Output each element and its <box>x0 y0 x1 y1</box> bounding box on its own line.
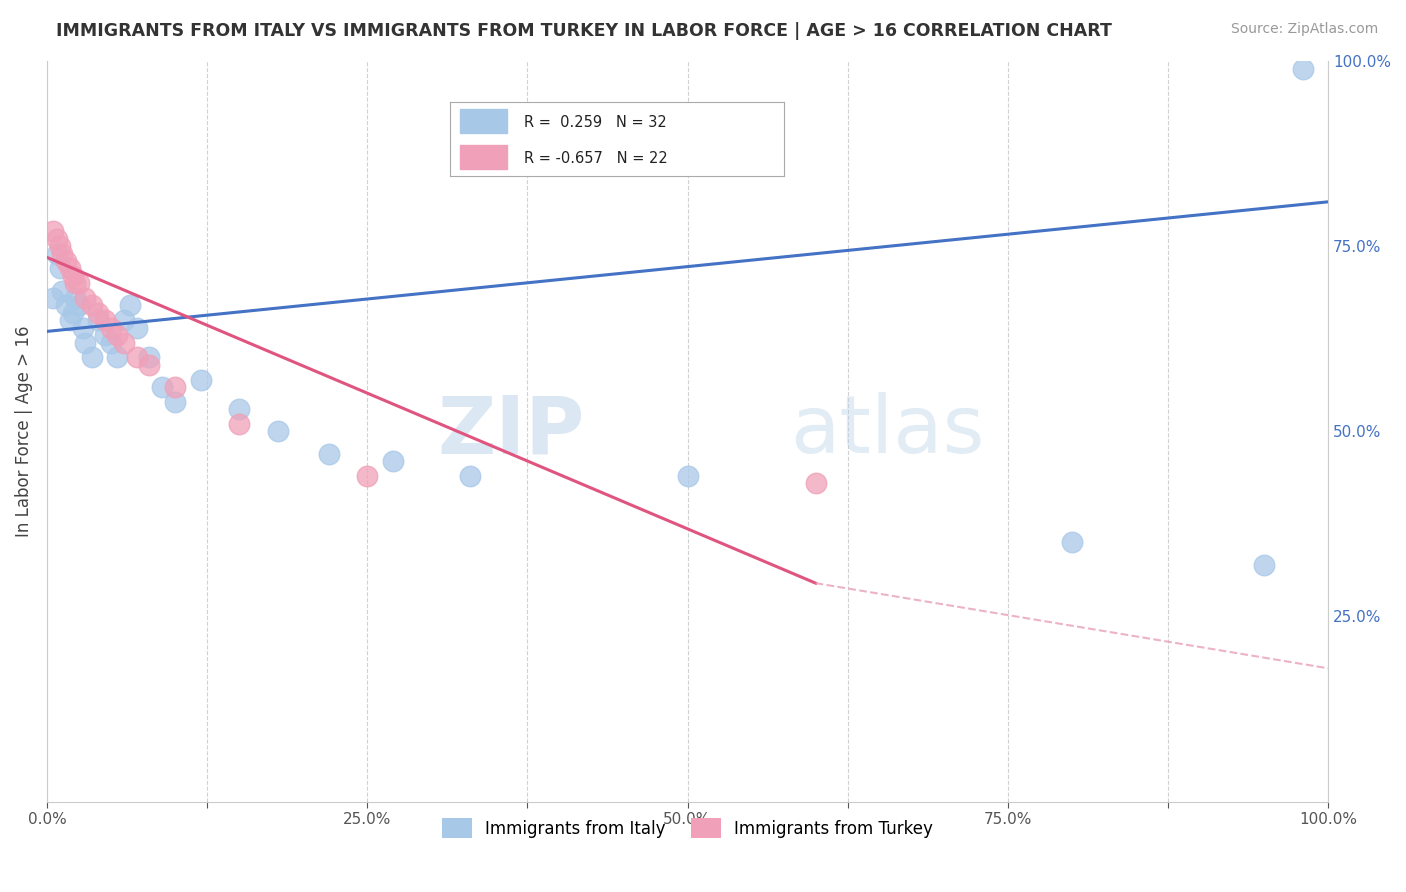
Point <box>93 313 115 327</box>
Point <box>59 261 82 276</box>
Point <box>75 291 97 305</box>
Point <box>1291 62 1313 76</box>
Point <box>163 380 186 394</box>
Point <box>51 284 73 298</box>
Text: atlas: atlas <box>790 392 984 470</box>
Point <box>163 394 186 409</box>
Point <box>42 224 65 238</box>
Point <box>46 232 69 246</box>
Point <box>100 335 122 350</box>
Point <box>62 306 84 320</box>
Point <box>93 328 115 343</box>
Point <box>75 335 97 350</box>
Point <box>48 261 70 276</box>
Point <box>55 254 77 268</box>
Point <box>112 313 135 327</box>
Point <box>266 425 288 439</box>
Point <box>48 239 70 253</box>
Point <box>138 358 160 372</box>
Point <box>55 298 77 312</box>
Point <box>87 306 110 320</box>
Point <box>59 313 82 327</box>
Point <box>80 351 103 365</box>
Point <box>100 320 122 334</box>
Point <box>87 313 110 327</box>
Y-axis label: In Labor Force | Age > 16: In Labor Force | Age > 16 <box>15 326 32 537</box>
Point <box>120 298 142 312</box>
Legend: Immigrants from Italy, Immigrants from Turkey: Immigrants from Italy, Immigrants from T… <box>436 812 939 845</box>
Point <box>381 454 404 468</box>
Point <box>105 351 128 365</box>
Point <box>676 468 699 483</box>
Point <box>228 417 250 431</box>
Point <box>42 291 65 305</box>
Point <box>51 246 73 260</box>
Point <box>72 320 94 334</box>
Text: Source: ZipAtlas.com: Source: ZipAtlas.com <box>1230 22 1378 37</box>
Point <box>1060 535 1083 549</box>
Text: IMMIGRANTS FROM ITALY VS IMMIGRANTS FROM TURKEY IN LABOR FORCE | AGE > 16 CORREL: IMMIGRANTS FROM ITALY VS IMMIGRANTS FROM… <box>56 22 1112 40</box>
Point <box>67 277 90 291</box>
Point <box>190 372 212 386</box>
Point <box>112 335 135 350</box>
Point <box>63 291 86 305</box>
Point <box>150 380 173 394</box>
Point <box>125 320 148 334</box>
Point <box>46 246 69 260</box>
Point <box>228 402 250 417</box>
Point <box>356 468 378 483</box>
Point <box>63 277 86 291</box>
Point <box>80 298 103 312</box>
Point <box>138 351 160 365</box>
Text: ZIP: ZIP <box>437 392 585 470</box>
Point <box>804 476 827 491</box>
Point <box>62 268 84 283</box>
Point <box>67 298 90 312</box>
Point <box>1253 558 1275 572</box>
Point <box>318 446 340 460</box>
Point <box>125 351 148 365</box>
Point <box>458 468 481 483</box>
Point <box>105 328 128 343</box>
